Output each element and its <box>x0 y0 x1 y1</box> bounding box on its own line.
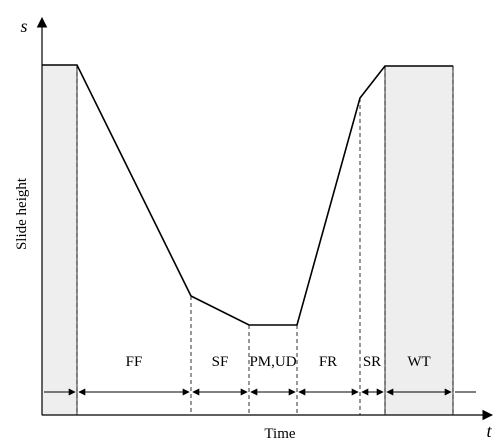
slide-height-profile <box>42 64 453 326</box>
phase-label-fr: FR <box>319 354 337 370</box>
phase-boundaries <box>76 65 454 415</box>
wt-region <box>384 65 454 416</box>
phase-label-ff: FF <box>126 354 143 370</box>
phase-label-sf: SF <box>212 354 229 370</box>
phase-label-wt: WT <box>407 354 430 370</box>
y-axis-symbol: s <box>20 16 27 36</box>
initial-dwell-region <box>41 64 78 416</box>
y-axis-label: Slide height <box>14 177 30 250</box>
x-axis-symbol: t <box>486 421 492 441</box>
phase-label-pm-ud: PM,UD <box>249 354 296 370</box>
x-axis-label: Time <box>264 426 295 442</box>
phase-label-sr: SR <box>363 354 381 370</box>
